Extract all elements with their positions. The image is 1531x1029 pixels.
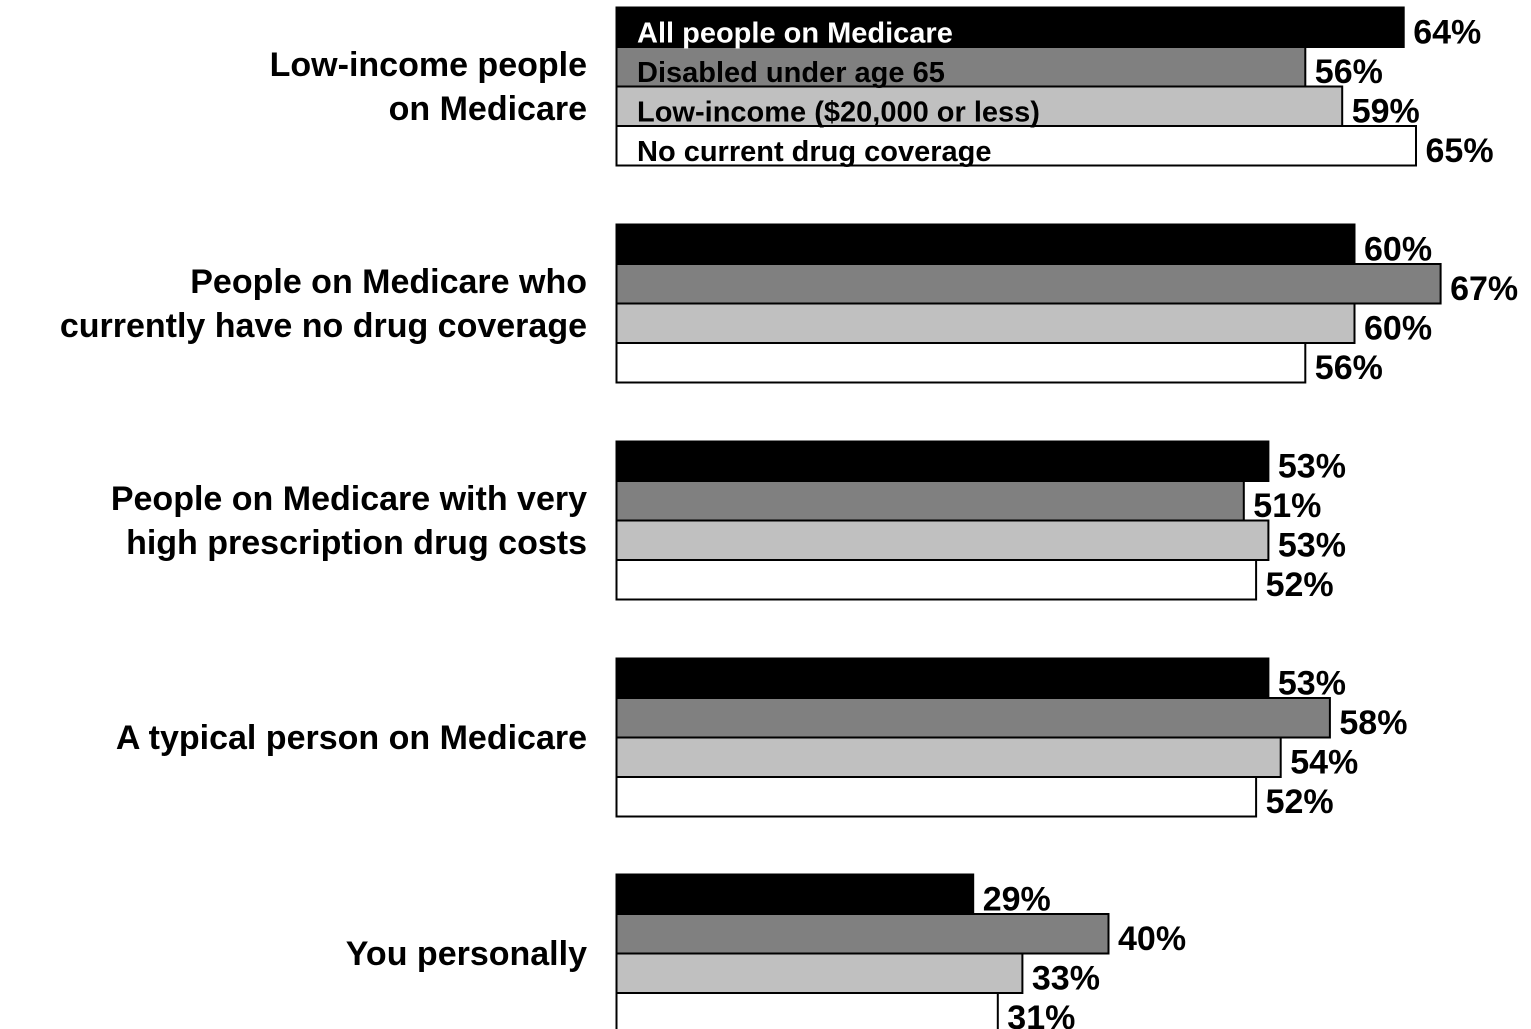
- value-label-2-series-4: 56%: [1315, 349, 1383, 387]
- legend-item-2: Disabled under age 65: [637, 57, 945, 89]
- bar-4-series-3: [615, 736, 1282, 778]
- value-label-4-series-2: 58%: [1339, 704, 1407, 742]
- value-label-5-series-3: 33%: [1032, 960, 1100, 998]
- value-label-4-series-1: 53%: [1278, 665, 1346, 703]
- bar-5-series-4: [615, 992, 999, 1029]
- value-label-5-series-2: 40%: [1118, 920, 1186, 958]
- category-label-4: A typical person on Medicare: [116, 719, 587, 757]
- bar-1-series-2: [615, 46, 1307, 88]
- category-label-1: Low-income people on Medicare: [270, 46, 587, 128]
- bar-2-series-2: [615, 263, 1442, 305]
- category-label-3: People on Medicare with very high prescri…: [111, 480, 587, 562]
- bar-2-series-1: [615, 223, 1356, 265]
- value-labels-group: 64%56%59%65%60%67%60%56%53%51%53%52%53%5…: [983, 14, 1518, 1029]
- value-label-4-series-4: 52%: [1266, 783, 1334, 821]
- value-label-3-series-4: 52%: [1266, 566, 1334, 604]
- value-label-1-series-3: 59%: [1352, 93, 1420, 131]
- bar-2-series-4: [615, 342, 1307, 384]
- bar-4-series-2: [615, 697, 1331, 739]
- bar-3-series-2: [615, 480, 1245, 522]
- legend: All people on Medicare Disabled under age…: [637, 18, 1040, 169]
- bar-4-series-4: [615, 776, 1258, 818]
- value-label-3-series-3: 53%: [1278, 527, 1346, 565]
- bar-1-series-4: [615, 125, 1417, 167]
- bars-group: [615, 6, 1442, 1029]
- bar-3-series-3: [615, 519, 1270, 561]
- bar-3-series-4: [615, 559, 1258, 601]
- category-label-2: People on Medicare who currently have no …: [60, 263, 587, 345]
- legend-item-1: All people on Medicare: [637, 18, 953, 50]
- value-label-3-series-2: 51%: [1253, 487, 1321, 525]
- category-label-5: You personally: [346, 935, 587, 973]
- value-label-2-series-3: 60%: [1364, 310, 1432, 348]
- bar-5-series-1: [615, 873, 975, 915]
- value-label-1-series-2: 56%: [1315, 53, 1383, 91]
- value-label-4-series-3: 54%: [1290, 744, 1358, 782]
- value-label-5-series-1: 29%: [983, 881, 1051, 919]
- bar-5-series-3: [615, 952, 1024, 994]
- bar-1-series-1: [615, 6, 1405, 48]
- category-labels-group: Low-income people on Medicare People on Me…: [60, 46, 587, 973]
- legend-item-4: No current drug coverage: [637, 136, 992, 168]
- value-label-1-series-4: 65%: [1426, 132, 1494, 170]
- bar-5-series-2: [615, 913, 1110, 955]
- legend-item-3: Low-income ($20,000 or less): [637, 97, 1040, 129]
- bar-2-series-3: [615, 302, 1356, 344]
- value-label-5-series-4: 31%: [1007, 999, 1075, 1029]
- value-label-3-series-1: 53%: [1278, 448, 1346, 486]
- value-label-2-series-2: 67%: [1450, 270, 1518, 308]
- value-label-2-series-1: 60%: [1364, 231, 1432, 269]
- bar-4-series-1: [615, 657, 1270, 699]
- value-label-1-series-1: 64%: [1413, 14, 1481, 52]
- bar-3-series-1: [615, 440, 1270, 482]
